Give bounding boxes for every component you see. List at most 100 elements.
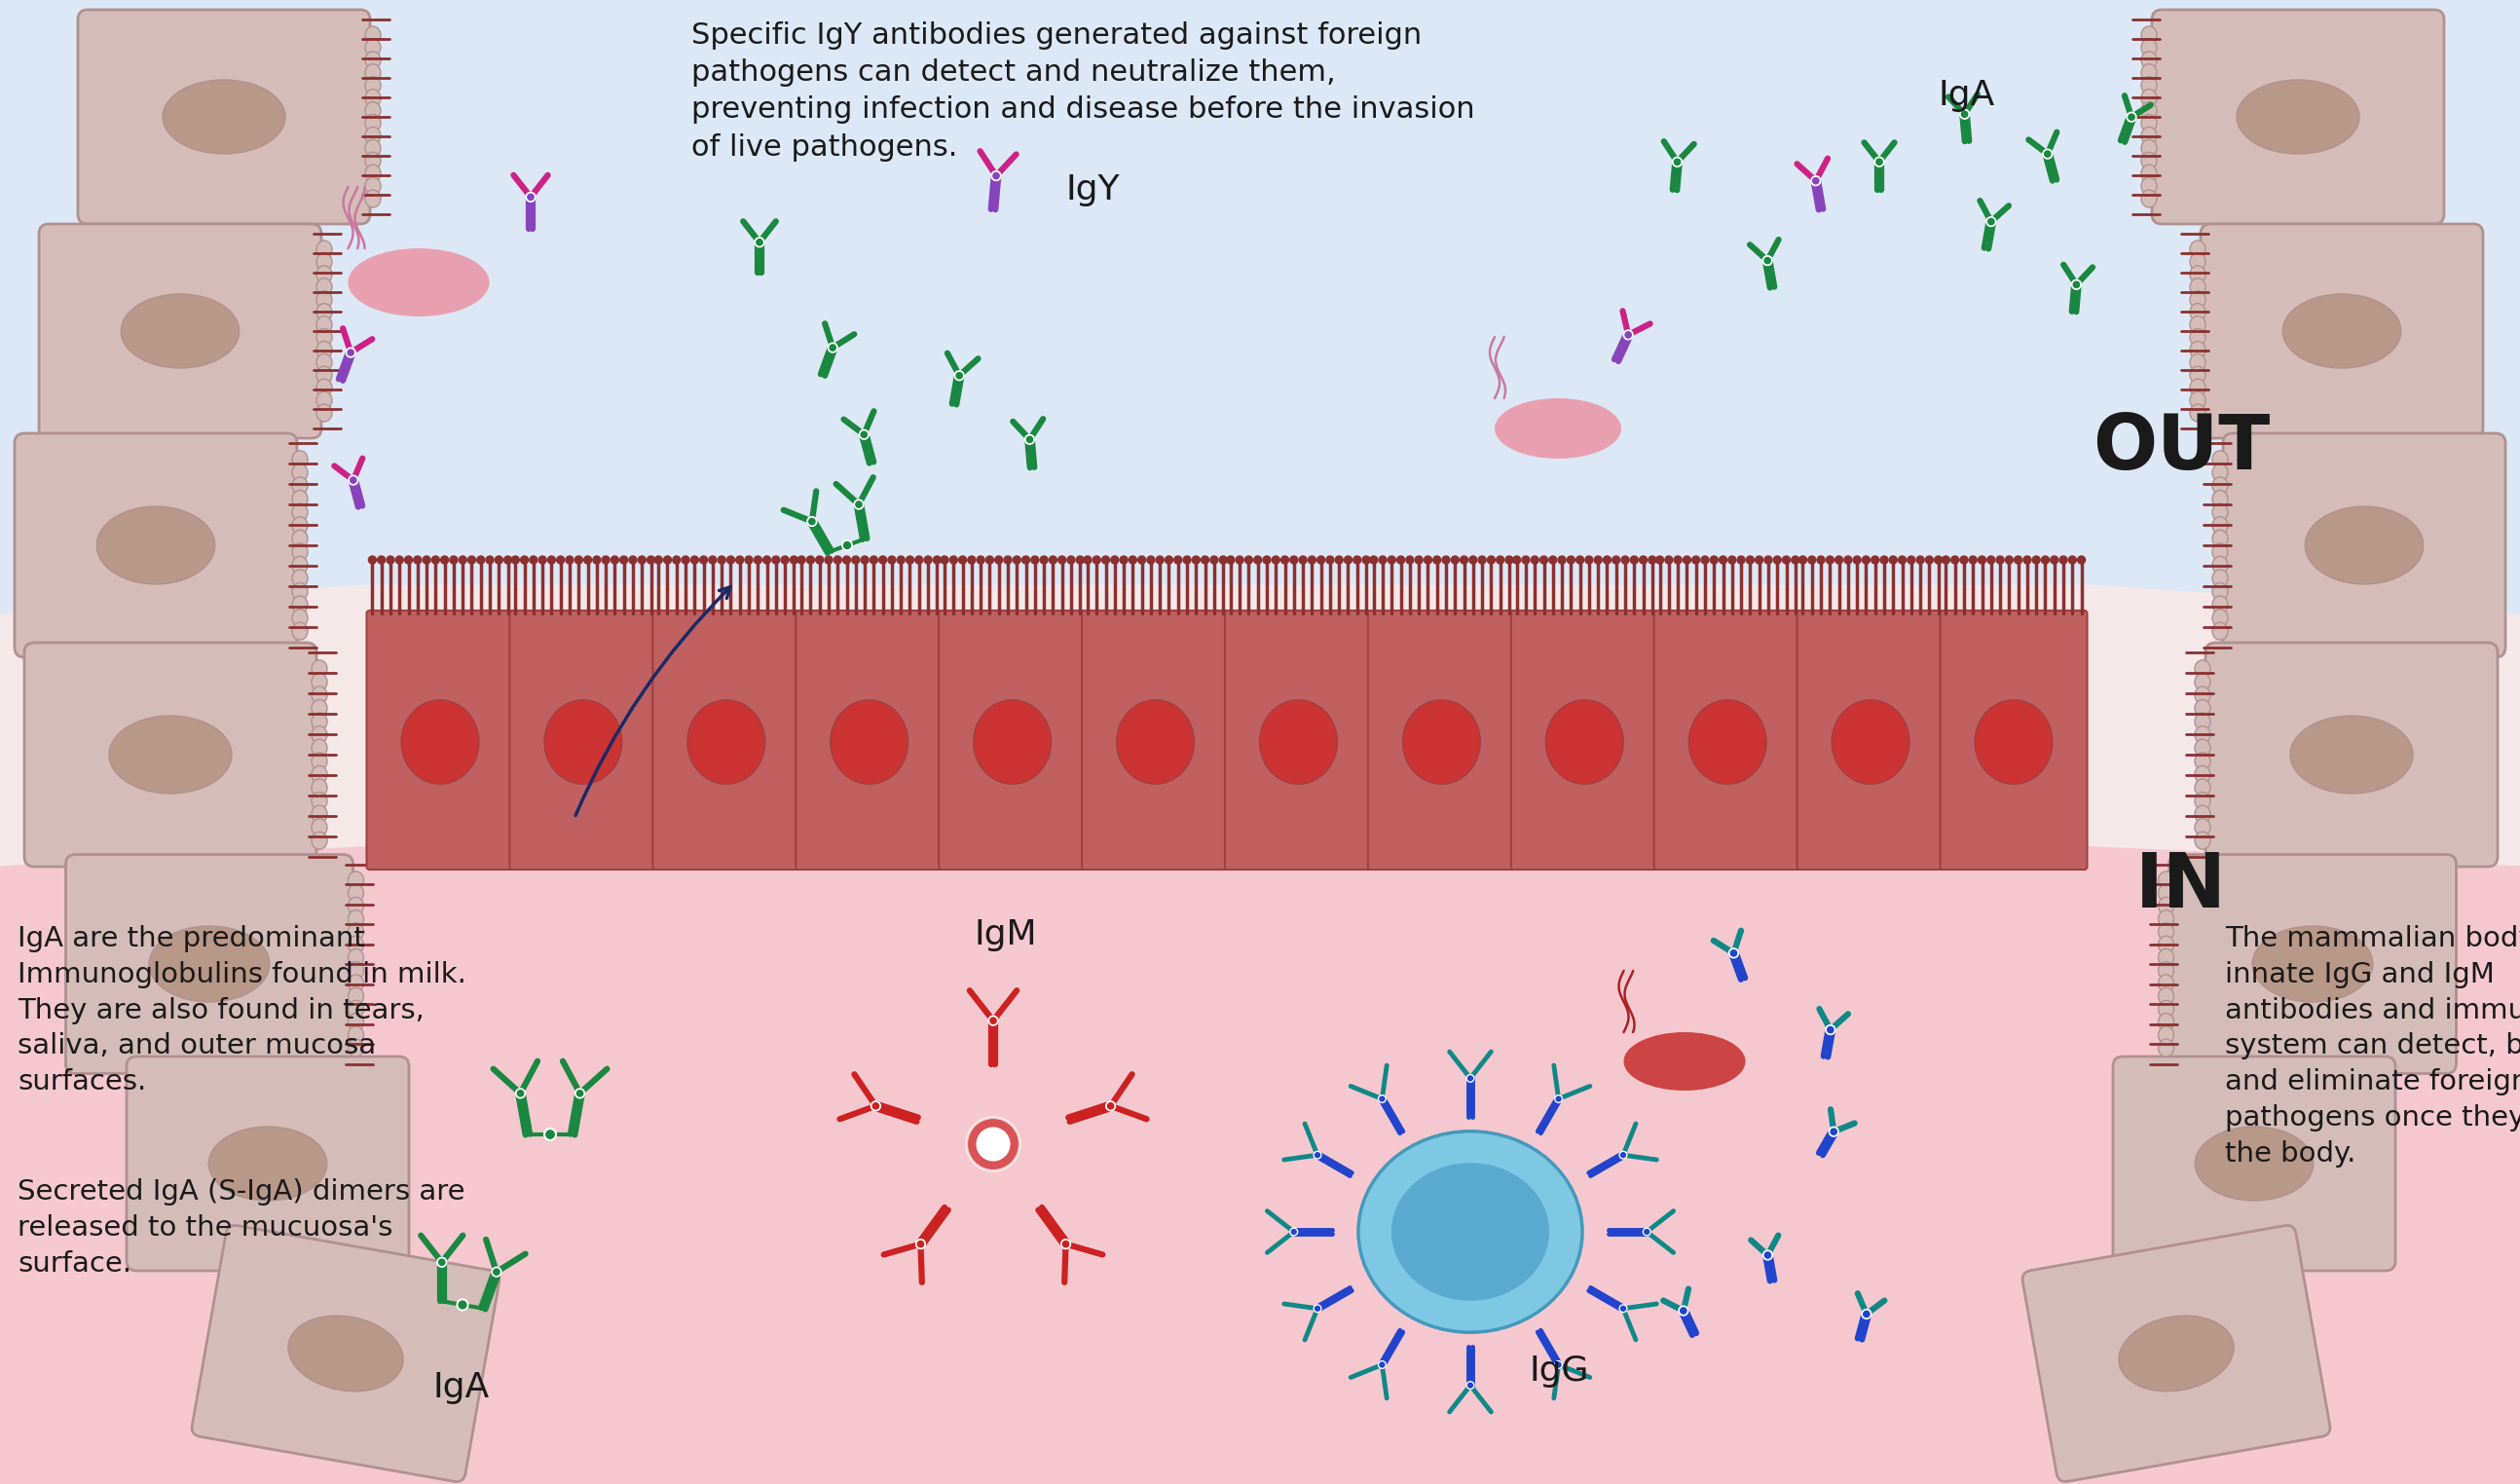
Ellipse shape <box>2195 739 2210 757</box>
Ellipse shape <box>292 490 307 508</box>
Circle shape <box>1683 556 1691 564</box>
Ellipse shape <box>365 114 381 132</box>
Ellipse shape <box>312 806 328 824</box>
Circle shape <box>1817 556 1824 564</box>
Circle shape <box>1378 1362 1383 1367</box>
Circle shape <box>993 172 1000 180</box>
Ellipse shape <box>2213 516 2228 534</box>
Circle shape <box>975 1126 1011 1162</box>
Ellipse shape <box>312 831 328 849</box>
Circle shape <box>917 1241 925 1247</box>
Ellipse shape <box>292 570 307 588</box>
Circle shape <box>990 1018 995 1024</box>
Ellipse shape <box>2190 392 2205 410</box>
Ellipse shape <box>348 884 363 902</box>
Ellipse shape <box>1688 700 1767 784</box>
Ellipse shape <box>348 248 489 316</box>
Circle shape <box>1719 556 1726 564</box>
Circle shape <box>2069 556 2076 564</box>
Ellipse shape <box>2195 806 2210 824</box>
Ellipse shape <box>2291 715 2412 794</box>
Circle shape <box>1550 556 1557 564</box>
Ellipse shape <box>312 792 328 810</box>
Ellipse shape <box>292 597 307 613</box>
Circle shape <box>1827 1027 1835 1033</box>
Ellipse shape <box>2190 240 2205 258</box>
Ellipse shape <box>2190 254 2205 270</box>
Ellipse shape <box>365 52 381 68</box>
Circle shape <box>844 542 852 549</box>
Ellipse shape <box>2142 177 2157 194</box>
Circle shape <box>955 371 965 380</box>
Circle shape <box>950 556 958 564</box>
Circle shape <box>1746 556 1754 564</box>
Text: OUT: OUT <box>2092 411 2271 485</box>
Ellipse shape <box>1494 398 1620 459</box>
Circle shape <box>1164 556 1172 564</box>
Circle shape <box>1315 1306 1320 1310</box>
Circle shape <box>547 1131 554 1138</box>
Ellipse shape <box>2195 819 2210 835</box>
Circle shape <box>1988 556 1996 564</box>
Circle shape <box>1210 556 1217 564</box>
Circle shape <box>1290 1229 1298 1236</box>
Ellipse shape <box>365 177 381 194</box>
Circle shape <box>781 556 789 564</box>
Ellipse shape <box>2142 153 2157 169</box>
Ellipse shape <box>2157 1027 2175 1043</box>
Text: IgY: IgY <box>1066 174 1121 206</box>
Circle shape <box>990 171 1000 181</box>
Ellipse shape <box>365 190 381 208</box>
Circle shape <box>1756 556 1764 564</box>
Ellipse shape <box>1976 700 2051 784</box>
Ellipse shape <box>2238 80 2359 154</box>
Circle shape <box>557 556 564 564</box>
Circle shape <box>1961 556 1968 564</box>
FancyBboxPatch shape <box>2223 433 2505 657</box>
Ellipse shape <box>2213 530 2228 548</box>
Circle shape <box>1764 1251 1772 1260</box>
Circle shape <box>423 556 431 564</box>
Ellipse shape <box>292 451 307 467</box>
Ellipse shape <box>2213 597 2228 613</box>
Circle shape <box>1761 255 1772 266</box>
Ellipse shape <box>2157 1039 2175 1057</box>
Circle shape <box>1378 1095 1386 1103</box>
Text: IgG: IgG <box>1530 1355 1588 1388</box>
Circle shape <box>459 556 466 564</box>
FancyBboxPatch shape <box>509 610 658 870</box>
Circle shape <box>630 556 638 564</box>
FancyBboxPatch shape <box>2200 224 2482 438</box>
Circle shape <box>708 556 716 564</box>
Circle shape <box>476 556 484 564</box>
Circle shape <box>1877 159 1882 165</box>
Ellipse shape <box>312 819 328 835</box>
Circle shape <box>1076 556 1084 564</box>
Ellipse shape <box>318 240 333 258</box>
Ellipse shape <box>292 464 307 481</box>
Circle shape <box>1290 1229 1295 1235</box>
FancyBboxPatch shape <box>796 610 942 870</box>
Circle shape <box>915 1239 925 1250</box>
Circle shape <box>968 1117 1021 1171</box>
Ellipse shape <box>292 530 307 548</box>
Circle shape <box>1013 556 1021 564</box>
Ellipse shape <box>2195 766 2210 784</box>
Ellipse shape <box>2142 139 2157 157</box>
Circle shape <box>1673 157 1681 166</box>
Circle shape <box>1467 1382 1474 1389</box>
Ellipse shape <box>2157 923 2175 941</box>
Circle shape <box>1620 1152 1628 1159</box>
Ellipse shape <box>2195 674 2210 690</box>
Circle shape <box>2129 114 2134 120</box>
Circle shape <box>1648 556 1656 564</box>
FancyBboxPatch shape <box>15 433 297 657</box>
Circle shape <box>1908 556 1915 564</box>
Ellipse shape <box>1358 1131 1583 1333</box>
Ellipse shape <box>312 766 328 784</box>
Circle shape <box>897 556 905 564</box>
Ellipse shape <box>2190 316 2205 334</box>
Circle shape <box>1058 556 1066 564</box>
Circle shape <box>857 502 862 508</box>
FancyBboxPatch shape <box>66 855 353 1073</box>
